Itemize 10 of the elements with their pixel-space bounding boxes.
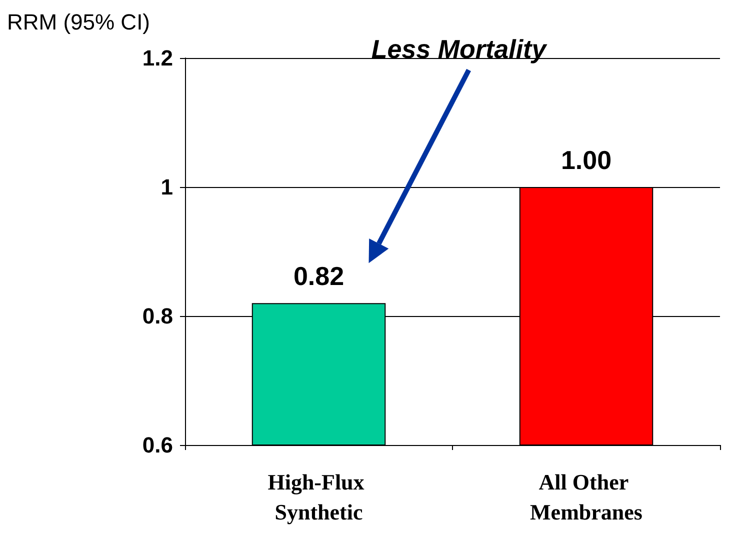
annotation: Less Mortality xyxy=(371,34,548,64)
y-tick-label: 0.8 xyxy=(142,304,173,328)
x-tick-label: High-Flux Synthetic xyxy=(268,470,370,524)
data-label: 0.82 xyxy=(293,261,344,292)
data-label: 1.00 xyxy=(560,145,612,175)
y-axis-title: RRM (95% CI) xyxy=(7,10,150,34)
x-tick-label: All Other Membranes xyxy=(530,470,643,524)
y-tick-label: 1 xyxy=(160,174,173,200)
y-tick-label: 0.6 xyxy=(142,432,173,458)
y-tick-label: 1.2 xyxy=(142,46,173,70)
